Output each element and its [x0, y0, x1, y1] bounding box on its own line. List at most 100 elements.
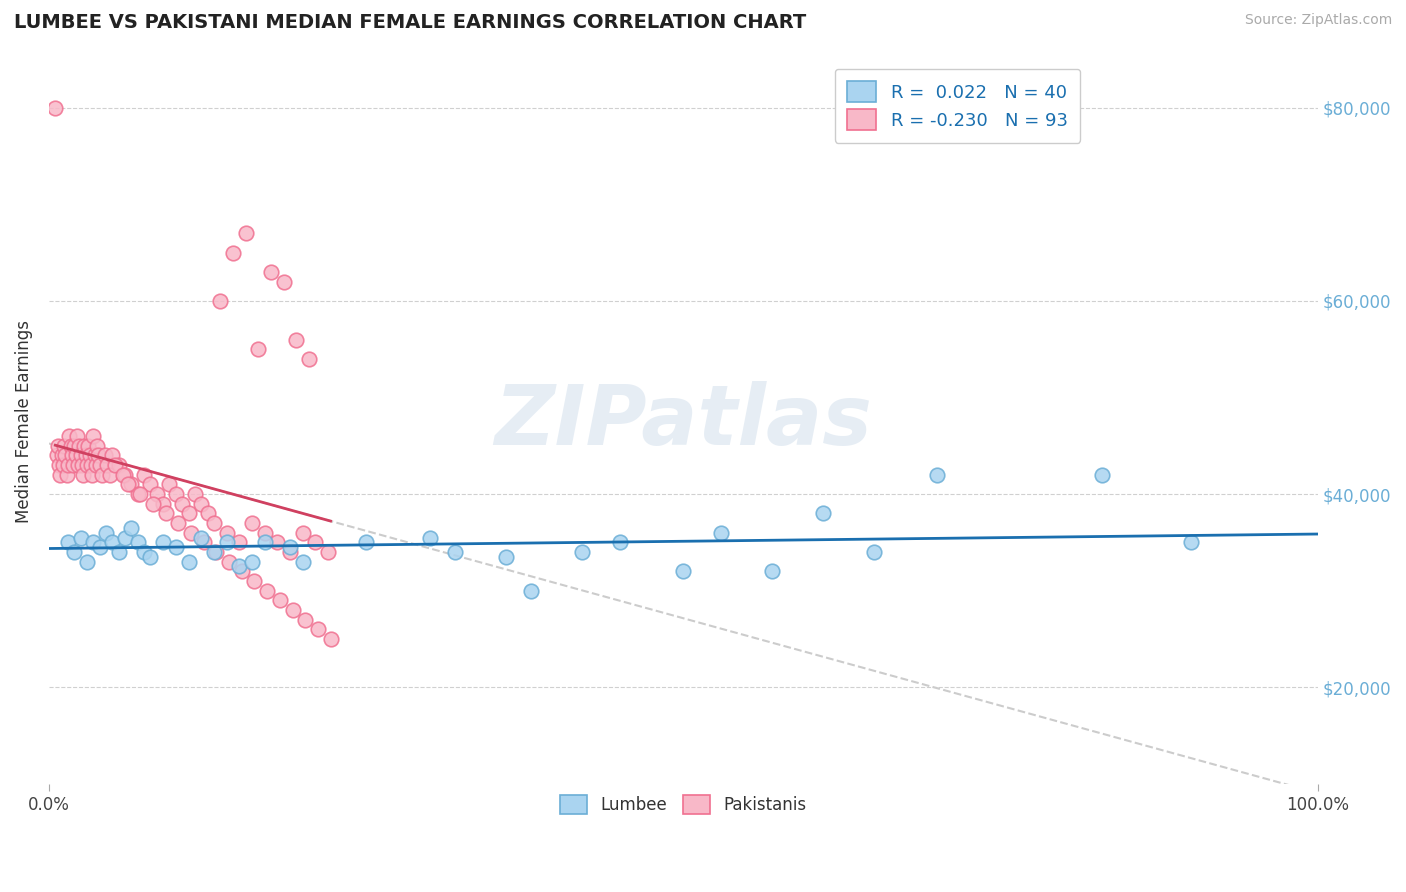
Point [44, 101, 66, 115]
Point [222, 245, 245, 260]
Point [278, 540, 301, 554]
Point [235, 227, 257, 241]
Point [53, 439, 76, 453]
Point [120, 521, 142, 535]
Point [177, 507, 200, 521]
Point [69, 531, 91, 545]
Point [84, 458, 107, 472]
Point [228, 559, 250, 574]
Point [419, 531, 441, 545]
Point [139, 549, 162, 564]
Point [291, 525, 314, 540]
Point [60, 449, 83, 463]
Point [319, 632, 342, 646]
Point [70, 458, 93, 472]
Point [184, 487, 207, 501]
Point [59, 439, 82, 453]
Point [87, 449, 110, 463]
Point [72, 467, 94, 482]
Point [165, 487, 187, 501]
Point [307, 622, 329, 636]
Point [202, 516, 225, 530]
Point [243, 574, 266, 588]
Point [260, 265, 283, 279]
Point [66, 429, 89, 443]
Point [127, 487, 149, 501]
Point [139, 477, 162, 491]
Point [811, 507, 834, 521]
Point [316, 545, 339, 559]
Point [62, 458, 84, 472]
Text: LUMBEE VS PAKISTANI MEDIAN FEMALE EARNINGS CORRELATION CHART: LUMBEE VS PAKISTANI MEDIAN FEMALE EARNIN… [14, 13, 806, 32]
Point [240, 516, 263, 530]
Point [444, 545, 467, 559]
Point [89, 458, 111, 472]
Point [190, 497, 212, 511]
Text: Source: ZipAtlas.com: Source: ZipAtlas.com [1244, 13, 1392, 28]
Point [67, 439, 90, 453]
Point [98, 467, 121, 482]
Point [761, 564, 783, 578]
Point [132, 467, 155, 482]
Point [209, 293, 232, 308]
Point [495, 549, 517, 564]
Point [91, 467, 114, 482]
Point [609, 535, 631, 549]
Point [55, 449, 77, 463]
Point [120, 477, 142, 491]
Point [298, 351, 321, 366]
Point [177, 555, 200, 569]
Y-axis label: Median Female Earnings: Median Female Earnings [15, 320, 32, 524]
Point [76, 458, 98, 472]
Point [180, 525, 202, 540]
Point [172, 497, 194, 511]
Point [167, 516, 190, 530]
Point [56, 535, 79, 549]
Point [218, 555, 240, 569]
Text: ZIPatlas: ZIPatlas [495, 381, 872, 462]
Point [256, 583, 278, 598]
Point [45, 449, 67, 463]
Point [104, 458, 127, 472]
Point [202, 545, 225, 559]
Point [63, 545, 86, 559]
Point [231, 564, 253, 578]
Point [82, 535, 104, 549]
Point [190, 531, 212, 545]
Point [75, 449, 97, 463]
Point [228, 535, 250, 549]
Point [205, 545, 228, 559]
Point [101, 535, 124, 549]
Legend: Lumbee, Pakistanis: Lumbee, Pakistanis [548, 783, 818, 826]
Point [65, 449, 87, 463]
Point [52, 458, 75, 472]
Point [111, 467, 134, 482]
Point [76, 555, 98, 569]
Point [107, 458, 129, 472]
Point [571, 545, 593, 559]
Point [114, 531, 136, 545]
Point [49, 467, 72, 482]
Point [77, 439, 100, 453]
Point [266, 535, 288, 549]
Point [58, 429, 80, 443]
Point [247, 343, 270, 357]
Point [285, 333, 308, 347]
Point [278, 545, 301, 559]
Point [79, 449, 101, 463]
Point [215, 525, 238, 540]
Point [281, 603, 304, 617]
Point [142, 497, 165, 511]
Point [165, 540, 187, 554]
Point [63, 439, 86, 453]
Point [253, 525, 276, 540]
Point [129, 487, 152, 501]
Point [269, 593, 291, 607]
Point [127, 535, 149, 549]
Point [67, 458, 90, 472]
Point [69, 449, 91, 463]
Point [304, 535, 326, 549]
Point [925, 467, 948, 482]
Point [80, 458, 103, 472]
Point [83, 449, 105, 463]
